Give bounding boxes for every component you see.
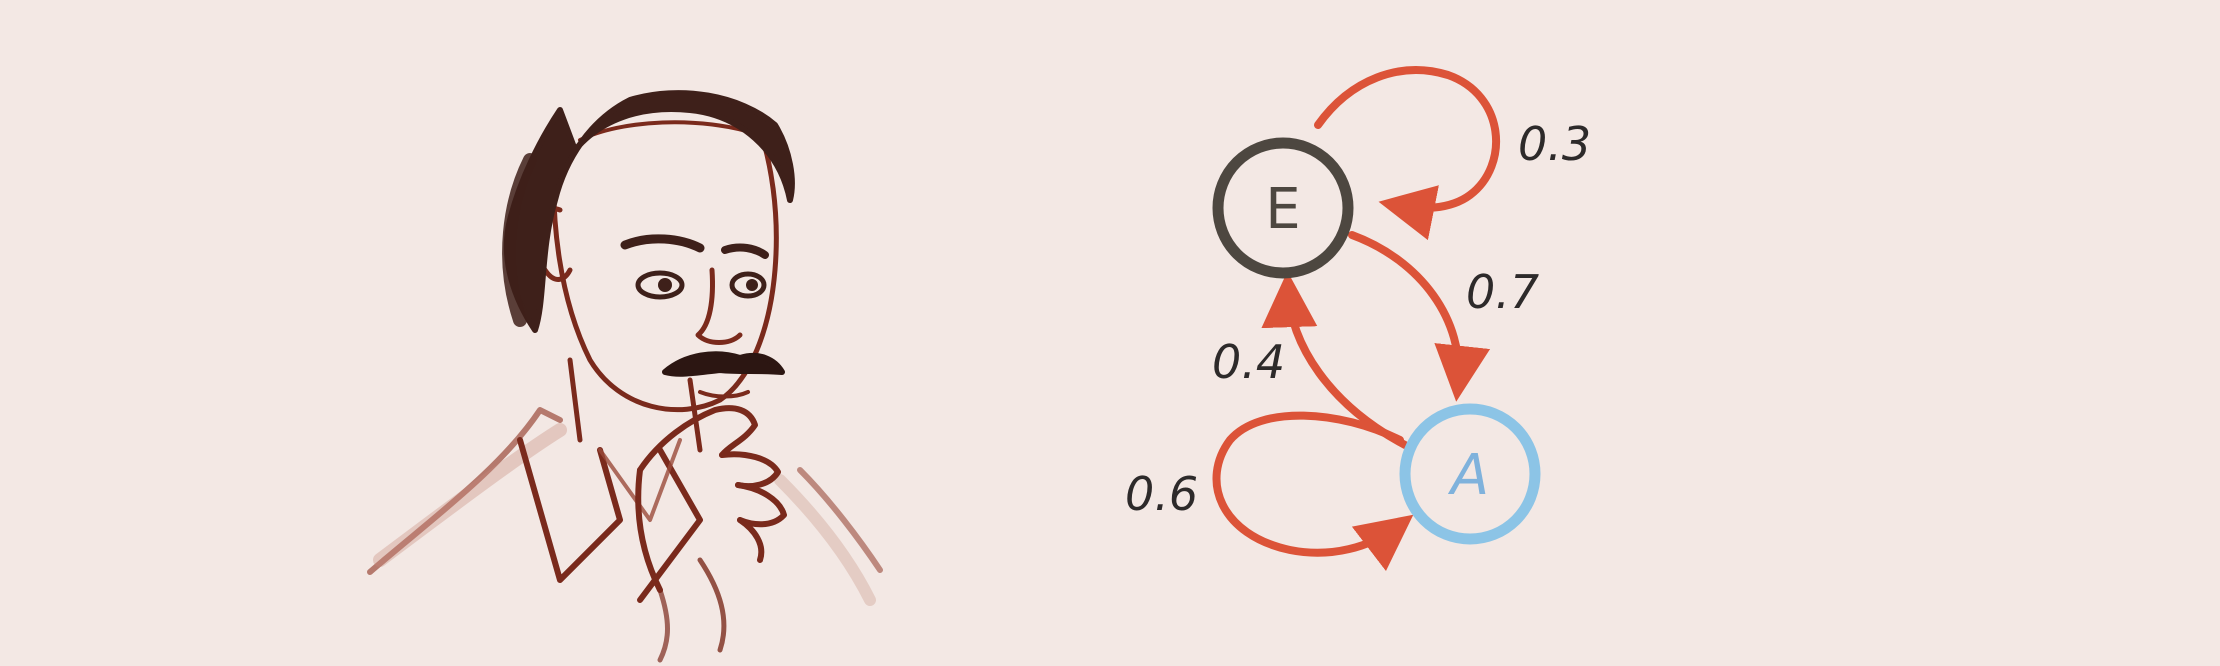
prob-label-a-e: 0.4 bbox=[1212, 335, 1285, 389]
edge-e-to-a bbox=[1348, 231, 1491, 402]
thinking-man-sketch-icon bbox=[367, 90, 883, 663]
edge-a-to-a bbox=[1212, 411, 1414, 572]
markov-diagram: E A 0.3 0.7 0.4 0.6 bbox=[1125, 66, 1591, 572]
node-a: A bbox=[1399, 403, 1541, 545]
prob-label-e-e: 0.3 bbox=[1518, 117, 1591, 171]
prob-label-a-a: 0.6 bbox=[1125, 467, 1198, 521]
node-e-label: E bbox=[1265, 177, 1300, 242]
edge-e-to-e bbox=[1314, 66, 1501, 241]
node-e: E bbox=[1212, 137, 1354, 279]
prob-label-e-a: 0.7 bbox=[1466, 265, 1539, 319]
node-a-label: A bbox=[1448, 443, 1489, 508]
